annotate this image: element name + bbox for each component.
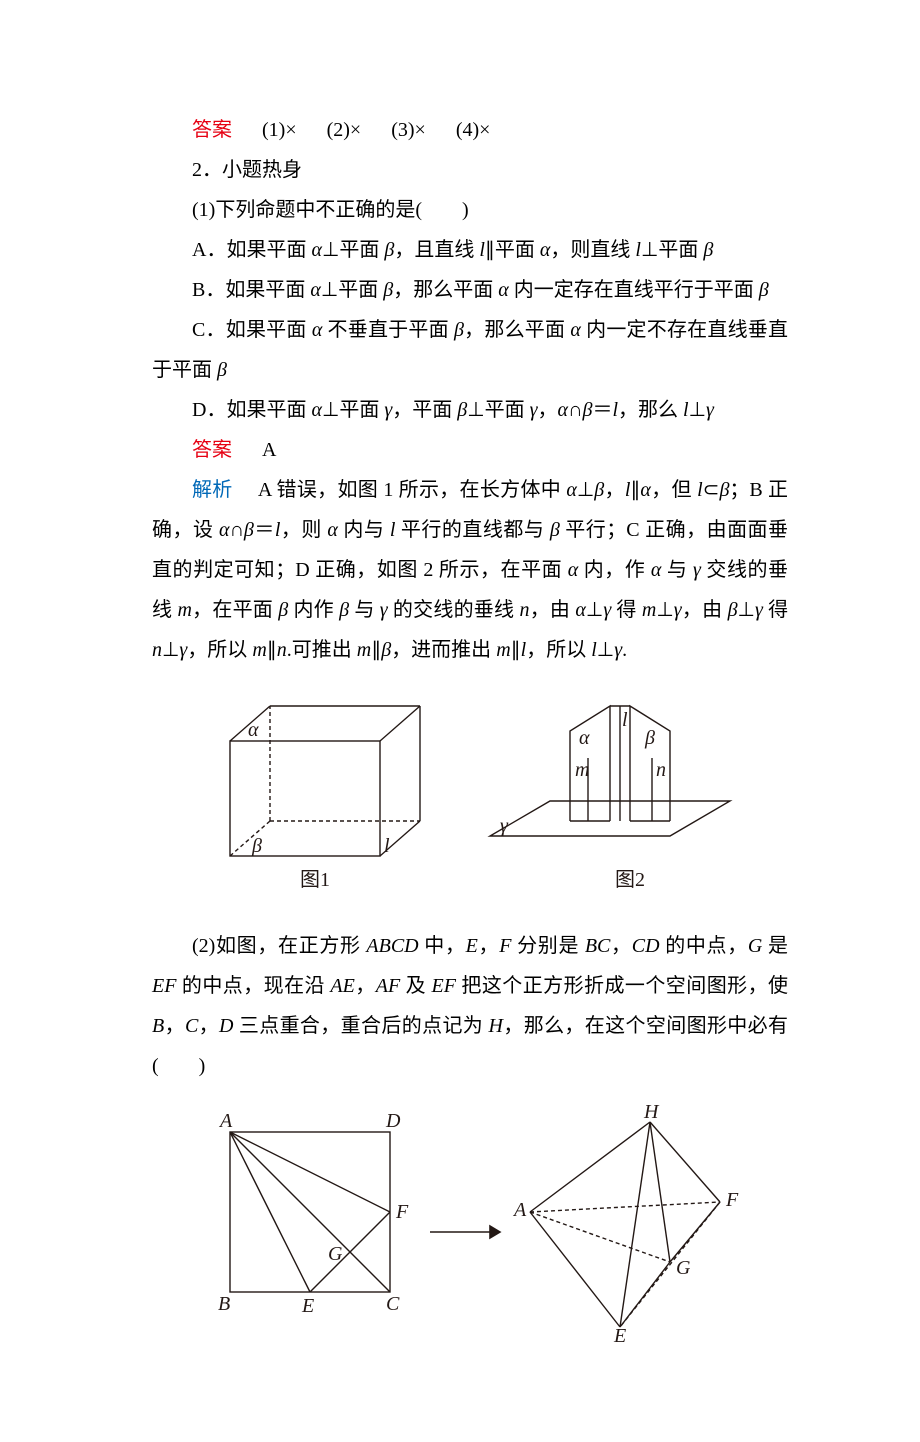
fig3r-label-H: H bbox=[643, 1102, 660, 1123]
fig3-label-B: B bbox=[218, 1293, 230, 1315]
q1-stem: (1)下列命题中不正确的是( ) bbox=[152, 190, 788, 230]
section-2-title: 2．小题热身 bbox=[152, 150, 788, 190]
fig2-label-l: l bbox=[622, 709, 628, 731]
fig2-label-n: n bbox=[656, 759, 666, 781]
fig3-label-F: F bbox=[395, 1201, 409, 1223]
q1-answer-line: 答案 A bbox=[152, 430, 788, 470]
fig2-label-m: m bbox=[575, 759, 589, 781]
fig2-label-gamma: γ bbox=[500, 815, 509, 837]
fig3r-label-E: E bbox=[613, 1325, 626, 1342]
figures-row-1: α β l 图1 bbox=[152, 686, 788, 920]
figures-row-2: A D B C E F G bbox=[152, 1102, 788, 1356]
fig2-caption: 图2 bbox=[615, 869, 645, 891]
fig3r-label-F: F bbox=[725, 1189, 739, 1211]
q1-option-a: A．如果平面 α⊥平面 β，且直线 l∥平面 α，则直线 l⊥平面 β bbox=[152, 230, 788, 270]
q1-answer-label: 答案 bbox=[192, 439, 232, 461]
answers-label: 答案 bbox=[192, 119, 232, 141]
answers-item-1: (1)× bbox=[262, 119, 297, 141]
q1-option-d: D．如果平面 α⊥平面 γ，平面 β⊥平面 γ，α∩β＝l，那么 l⊥γ bbox=[152, 390, 788, 430]
answers-line: 答案 (1)× (2)× (3)× (4)× bbox=[152, 110, 788, 150]
fig3-label-C: C bbox=[386, 1293, 400, 1315]
fig3-label-A: A bbox=[218, 1110, 233, 1132]
fig3-label-D: D bbox=[385, 1110, 401, 1132]
q2-stem: (2)如图，在正方形 ABCD 中，E，F 分别是 BC，CD 的中点，G 是 … bbox=[152, 926, 788, 1086]
q1-explanation-label: 解析 bbox=[192, 479, 233, 501]
fig3-label-E: E bbox=[301, 1295, 314, 1317]
fig2-label-alpha: α bbox=[579, 727, 590, 749]
fig3r-label-G: G bbox=[676, 1257, 691, 1279]
q1-option-c: C．如果平面 α 不垂直于平面 β，那么平面 α 内一定不存在直线垂直于平面 β bbox=[152, 310, 788, 390]
page: 答案 (1)× (2)× (3)× (4)× 2．小题热身 (1)下列命题中不正… bbox=[0, 0, 920, 1442]
figure-3: A D B C E F G bbox=[190, 1102, 750, 1342]
fig2-label-beta: β bbox=[644, 727, 655, 749]
figure-2: α β γ l m n 图2 bbox=[480, 686, 740, 920]
answers-item-4: (4)× bbox=[456, 119, 491, 141]
fig3-label-G: G bbox=[328, 1243, 343, 1265]
fig1-label-beta: β bbox=[251, 835, 262, 857]
fig1-label-l: l bbox=[384, 835, 390, 857]
answers-item-2: (2)× bbox=[327, 119, 362, 141]
figure-1: α β l 图1 bbox=[200, 686, 430, 920]
fig1-label-alpha: α bbox=[248, 719, 259, 741]
fig3r-label-A: A bbox=[512, 1199, 527, 1221]
q1-answer-value: A bbox=[262, 439, 276, 461]
fig1-caption: 图1 bbox=[300, 869, 330, 891]
q1-explanation: 解析 A 错误，如图 1 所示，在长方体中 α⊥β，l∥α，但 l⊂β；B 正确… bbox=[152, 470, 788, 670]
answers-item-3: (3)× bbox=[391, 119, 426, 141]
q1-option-b: B．如果平面 α⊥平面 β，那么平面 α 内一定存在直线平行于平面 β bbox=[152, 270, 788, 310]
